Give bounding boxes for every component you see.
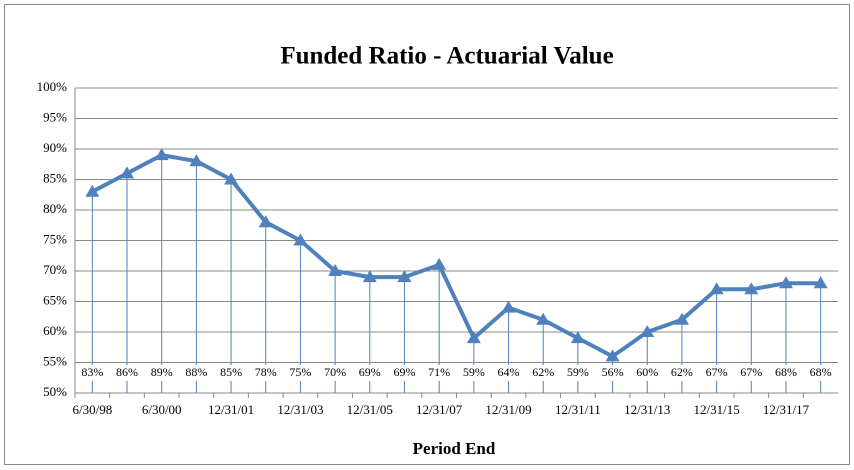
data-label: 75% bbox=[289, 365, 311, 379]
data-label-bg bbox=[180, 365, 213, 381]
x-tick-label: 12/31/05 bbox=[347, 402, 393, 417]
y-tick-label: 100% bbox=[37, 79, 68, 94]
marker bbox=[466, 331, 481, 344]
data-label: 68% bbox=[810, 365, 832, 379]
marker bbox=[154, 148, 169, 161]
marker bbox=[605, 349, 620, 362]
marker bbox=[501, 300, 516, 313]
x-tick-label: 12/31/13 bbox=[624, 402, 670, 417]
data-label: 67% bbox=[706, 365, 728, 379]
data-label: 59% bbox=[567, 365, 589, 379]
marker bbox=[85, 184, 100, 197]
marker bbox=[744, 282, 759, 295]
marker bbox=[813, 276, 828, 289]
data-label-bg bbox=[735, 365, 768, 381]
chart-title: Funded Ratio - Actuarial Value bbox=[280, 43, 613, 70]
marker bbox=[570, 331, 585, 344]
y-tick-label: 70% bbox=[43, 262, 67, 277]
data-label-bg bbox=[388, 365, 421, 381]
data-label-bg bbox=[353, 365, 386, 381]
data-label: 60% bbox=[636, 365, 658, 379]
y-tick-label: 65% bbox=[43, 292, 67, 307]
data-label-bg bbox=[700, 365, 733, 381]
data-label: 88% bbox=[185, 365, 207, 379]
x-tick-label: 12/31/09 bbox=[485, 402, 531, 417]
data-label-bg bbox=[631, 365, 664, 381]
y-tick-label: 85% bbox=[43, 170, 67, 185]
data-label-bg bbox=[492, 365, 525, 381]
data-label-bg bbox=[804, 365, 837, 381]
marker bbox=[120, 166, 135, 179]
x-tick-label: 12/31/17 bbox=[763, 402, 810, 417]
data-label: 68% bbox=[775, 365, 797, 379]
data-label-bg bbox=[527, 365, 560, 381]
data-label: 56% bbox=[602, 365, 624, 379]
x-tick-label: 12/31/07 bbox=[416, 402, 463, 417]
data-label: 62% bbox=[532, 365, 554, 379]
marker bbox=[189, 154, 204, 167]
x-tick-label: 6/30/00 bbox=[142, 402, 182, 417]
data-label: 85% bbox=[220, 365, 242, 379]
x-tick-label: 12/31/11 bbox=[555, 402, 601, 417]
data-label: 67% bbox=[740, 365, 762, 379]
data-label-bg bbox=[423, 365, 456, 381]
data-label: 71% bbox=[428, 365, 450, 379]
data-label-bg bbox=[319, 365, 352, 381]
marker bbox=[293, 233, 308, 246]
x-axis-label: Period End bbox=[413, 439, 496, 458]
marker bbox=[674, 312, 689, 325]
data-label: 70% bbox=[324, 365, 346, 379]
data-label-bg bbox=[111, 365, 144, 381]
data-label: 62% bbox=[671, 365, 693, 379]
x-tick-label: 12/31/15 bbox=[693, 402, 739, 417]
marker bbox=[224, 172, 239, 185]
data-label-bg bbox=[145, 365, 178, 381]
data-label: 89% bbox=[151, 365, 173, 379]
data-label-bg bbox=[769, 365, 802, 381]
marker bbox=[778, 276, 793, 289]
x-tick-label: 6/30/98 bbox=[72, 402, 112, 417]
marker bbox=[397, 270, 412, 283]
data-label-bg bbox=[215, 365, 248, 381]
data-label-bg bbox=[284, 365, 317, 381]
y-tick-label: 95% bbox=[43, 109, 67, 124]
marker bbox=[258, 215, 273, 228]
data-label: 59% bbox=[463, 365, 485, 379]
marker bbox=[432, 257, 447, 270]
marker bbox=[362, 270, 377, 283]
y-tick-label: 80% bbox=[43, 201, 67, 216]
y-tick-label: 55% bbox=[43, 353, 67, 368]
marker bbox=[709, 282, 724, 295]
data-label-bg bbox=[665, 365, 698, 381]
data-label-bg bbox=[596, 365, 629, 381]
data-label: 69% bbox=[359, 365, 381, 379]
y-tick-label: 60% bbox=[43, 323, 67, 338]
data-label: 69% bbox=[393, 365, 415, 379]
x-tick-label: 12/31/03 bbox=[277, 402, 323, 417]
data-label-bg bbox=[457, 365, 490, 381]
y-tick-label: 90% bbox=[43, 140, 67, 155]
data-label: 64% bbox=[498, 365, 520, 379]
chart-border bbox=[4, 4, 850, 465]
marker bbox=[536, 312, 551, 325]
marker bbox=[328, 264, 343, 276]
data-label: 78% bbox=[255, 365, 277, 379]
data-label-bg bbox=[249, 365, 282, 381]
data-label: 86% bbox=[116, 365, 138, 379]
y-tick-label: 50% bbox=[43, 384, 67, 399]
data-label-bg bbox=[76, 365, 109, 381]
y-tick-label: 75% bbox=[43, 231, 67, 246]
marker bbox=[640, 325, 655, 337]
x-tick-label: 12/31/01 bbox=[208, 402, 254, 417]
data-line bbox=[91, 153, 821, 359]
data-label: 83% bbox=[81, 365, 103, 379]
data-label-bg bbox=[561, 365, 594, 381]
